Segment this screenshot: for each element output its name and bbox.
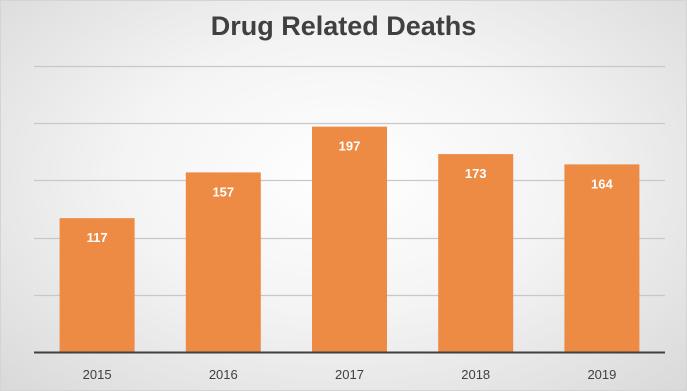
- bar-2015: [59, 218, 135, 352]
- bar-2019: [564, 164, 640, 352]
- data-label-2015: 117: [87, 230, 108, 245]
- bar-2016: [185, 172, 261, 352]
- bar-2017: [312, 126, 387, 353]
- x-tick-label-2019: 2019: [587, 367, 616, 382]
- data-label-2019: 164: [591, 176, 613, 191]
- x-axis: 2015 2016 2017 2018 2019: [34, 351, 665, 382]
- chart-title: Drug Related Deaths: [210, 11, 477, 41]
- bars: 117 157 197 173 164: [59, 126, 640, 353]
- data-label-2018: 173: [465, 166, 487, 181]
- bar-2018: [438, 154, 514, 352]
- x-tick-label-2015: 2015: [83, 367, 112, 382]
- x-tick-label-2016: 2016: [209, 367, 238, 382]
- x-tick-label-2017: 2017: [335, 367, 364, 382]
- data-label-2017: 197: [339, 139, 361, 154]
- x-tick-label-2018: 2018: [461, 367, 490, 382]
- data-label-2016: 157: [212, 184, 234, 199]
